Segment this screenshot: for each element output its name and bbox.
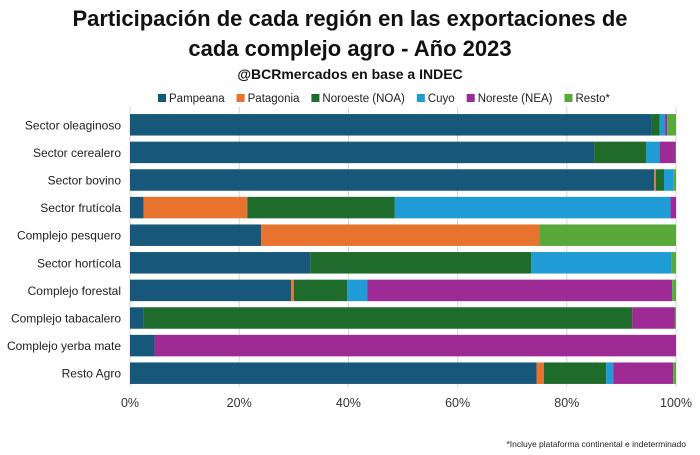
bar-segment xyxy=(130,114,652,136)
legend-label: Pampeana xyxy=(169,93,225,105)
bar-segment xyxy=(539,224,676,246)
legend-swatch xyxy=(416,94,425,102)
category-label: Sector cerealero xyxy=(33,146,121,160)
bar-segment xyxy=(654,169,656,191)
bar-segment xyxy=(367,279,673,302)
bar-segment xyxy=(663,169,674,191)
chart-title-line1: Participación de cada región en las expo… xyxy=(72,6,628,31)
bar-segment xyxy=(659,141,676,164)
bar-segment xyxy=(130,141,595,164)
bar-segment xyxy=(154,334,676,357)
bar-segment xyxy=(675,141,676,164)
chart-title-line2: cada complejo agro - Año 2023 xyxy=(188,36,512,61)
bar-segment xyxy=(531,252,672,274)
bar-segment xyxy=(670,196,676,219)
bar-segment xyxy=(291,279,294,302)
bar-segment xyxy=(659,114,666,136)
bar-segment xyxy=(293,279,348,302)
bar-segment xyxy=(672,279,676,302)
x-tick-label: 60% xyxy=(445,396,470,410)
bar-segment xyxy=(247,196,395,219)
legend-label: Noreste (NEA) xyxy=(478,93,553,105)
bar-segment xyxy=(130,224,262,246)
bar-segment xyxy=(130,252,311,274)
legend-swatch xyxy=(236,94,245,102)
legend-label: Cuyo xyxy=(428,93,455,105)
category-label: Sector bovino xyxy=(48,174,122,188)
chart-subtitle: @BCRmercados en base a INDEC xyxy=(237,66,463,82)
bar-segment xyxy=(674,307,676,329)
legend-label: Noroeste (NOA) xyxy=(322,93,405,105)
legend-swatch xyxy=(564,94,573,102)
legend-label: Patagonia xyxy=(248,93,300,105)
bar-segment xyxy=(655,169,664,191)
footnote: *Incluye plataforma continental e indete… xyxy=(506,439,686,449)
bar-segment xyxy=(130,169,655,191)
bar-segment xyxy=(673,169,676,191)
category-label: Sector hortícola xyxy=(37,256,121,270)
category-label: Complejo tabacalero xyxy=(11,312,121,326)
bar-segment xyxy=(261,224,540,246)
category-label: Resto Agro xyxy=(62,367,122,381)
bar-segment xyxy=(536,362,544,384)
bar-segment xyxy=(310,252,532,274)
bar-segment xyxy=(651,114,660,136)
category-label: Sector frutícola xyxy=(40,201,121,215)
bar-segment xyxy=(130,334,155,357)
bar-segment xyxy=(665,114,668,136)
x-tick-label: 20% xyxy=(227,396,252,410)
bar-segment xyxy=(130,362,537,384)
category-label: Complejo forestal xyxy=(28,284,121,298)
bar-segment xyxy=(130,196,144,219)
bar-segment xyxy=(645,141,660,164)
legend-label: Resto* xyxy=(576,93,611,105)
legend-swatch xyxy=(158,94,166,102)
legend-swatch xyxy=(466,94,475,102)
category-label: Complejo yerba mate xyxy=(7,339,121,353)
bar-segment xyxy=(667,114,676,136)
bar-segment xyxy=(130,279,292,302)
bar-segment xyxy=(632,307,675,329)
bar-segment xyxy=(613,362,674,384)
category-label: Sector oleaginoso xyxy=(25,118,121,132)
bar-segment xyxy=(130,307,144,329)
bar-segment xyxy=(673,362,676,384)
bar-segment xyxy=(143,196,248,219)
x-tick-label: 40% xyxy=(336,396,361,410)
category-label: Complejo pesquero xyxy=(17,229,121,243)
bar-segment xyxy=(543,362,607,384)
x-tick-label: 0% xyxy=(121,396,139,410)
x-tick-label: 100% xyxy=(660,396,692,410)
bar-segment xyxy=(671,252,676,274)
bar-segment xyxy=(347,279,368,302)
bar-segment xyxy=(606,362,614,384)
bar-segment xyxy=(143,307,633,329)
bar-segment xyxy=(394,196,671,219)
legend-swatch xyxy=(311,94,320,102)
x-tick-label: 80% xyxy=(554,396,579,410)
bar-segment xyxy=(594,141,646,164)
